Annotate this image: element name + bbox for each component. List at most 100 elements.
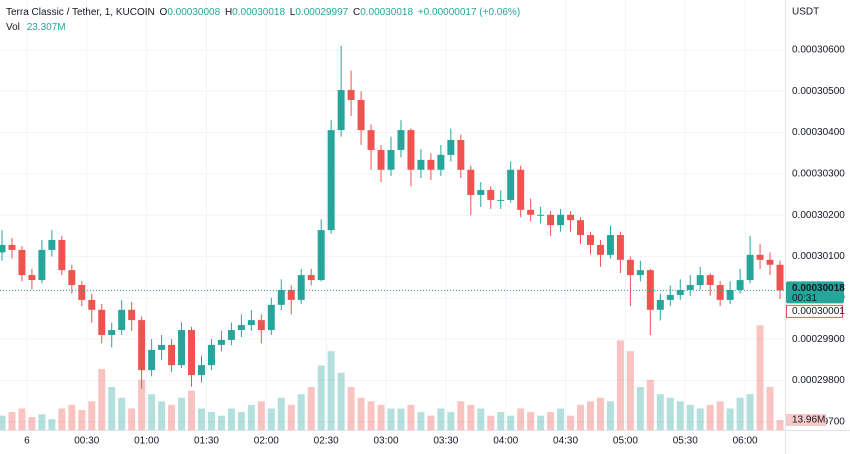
candle-body: [746, 254, 754, 281]
volume-bar: [616, 340, 624, 430]
x-tick-label: 01:30: [194, 436, 219, 447]
x-tick-label: 05:30: [673, 436, 698, 447]
volume-bar: [367, 401, 375, 430]
volume-bar: [567, 415, 575, 430]
volume-bar: [317, 365, 325, 430]
candle-body: [108, 330, 116, 335]
volume-bar: [706, 404, 714, 430]
l-value: 0.00029997: [295, 7, 348, 18]
y-tick-label: 0.00030500: [792, 86, 845, 97]
volume-tag-label: 13.96M: [792, 415, 825, 426]
x-tick-label: 6: [24, 436, 30, 447]
candle-layer: [0, 45, 784, 389]
candle-body: [387, 149, 395, 170]
x-tick-label: 06:00: [733, 436, 758, 447]
volume-bar: [387, 408, 395, 430]
volume-bar: [377, 404, 385, 430]
candle-body: [557, 214, 565, 226]
candle-body: [507, 169, 515, 200]
volume-bar: [188, 390, 196, 430]
volume-bar: [168, 404, 176, 430]
o-value: 0.00030008: [167, 7, 220, 18]
volume-bar: [78, 409, 86, 430]
volume-bar: [636, 387, 644, 430]
volume-bar: [277, 397, 285, 430]
candle-body: [537, 214, 545, 216]
x-tick-label: 03:00: [374, 436, 399, 447]
candle-body: [38, 249, 46, 281]
candle-body: [148, 349, 156, 371]
volume-bar: [646, 379, 654, 430]
volume-bar: [557, 408, 565, 430]
x-tick-label: 01:00: [134, 436, 159, 447]
volume-bar: [696, 408, 704, 430]
candle-body: [267, 304, 275, 331]
x-tick-label: 04:30: [553, 436, 578, 447]
volume-bar: [467, 404, 475, 430]
candle-body: [417, 159, 425, 170]
candle-body: [776, 264, 784, 291]
candle-body: [567, 214, 575, 221]
x-tick-label: 03:30: [433, 436, 458, 447]
volume-bar: [577, 404, 585, 430]
x-tick-label: 05:00: [613, 436, 638, 447]
volume-layer: [0, 325, 784, 430]
candle-body: [527, 209, 535, 215]
candle-body: [257, 320, 265, 331]
c-label: C: [353, 7, 360, 18]
candle-body: [128, 309, 136, 321]
candle-body: [98, 309, 106, 335]
volume-bar: [437, 408, 445, 430]
volume-bar: [297, 394, 305, 430]
volume-bar: [736, 397, 744, 430]
candle-body: [626, 259, 634, 276]
volume-bar: [158, 401, 166, 430]
volume-bar: [507, 415, 515, 430]
candle-body: [646, 270, 654, 310]
candle-body: [48, 239, 56, 250]
volume-bar: [307, 387, 315, 430]
candle-body: [88, 299, 96, 310]
vol-value: 23.307M: [27, 22, 66, 33]
volume-bar: [247, 404, 255, 430]
volume-bar: [88, 401, 96, 430]
volume-bar: [447, 412, 455, 430]
change: +0.00000017 (+0.06%): [418, 7, 520, 18]
last-price-label: 0.00030018: [792, 283, 845, 294]
candle-body: [317, 230, 325, 281]
y-tick-label: 0.00030600: [792, 45, 845, 56]
volume-bar: [267, 408, 275, 430]
candle-body: [577, 220, 585, 236]
volume-bar: [606, 401, 614, 430]
candle-body: [367, 130, 375, 150]
x-tick-label: 04:00: [493, 436, 518, 447]
volume-bar: [98, 369, 106, 430]
volume-bar: [477, 408, 485, 430]
volume-bar: [427, 415, 435, 430]
volume-tag: [786, 413, 826, 426]
volume-bar: [626, 351, 634, 430]
candle-body: [297, 275, 305, 300]
candle-body: [716, 285, 724, 300]
volume-bar: [227, 408, 235, 430]
volume-bar: [357, 397, 365, 430]
candle-body: [68, 270, 76, 286]
volume-bar: [68, 404, 76, 430]
volume-bar: [457, 401, 465, 430]
candle-body: [676, 289, 684, 295]
candle-body: [357, 99, 365, 131]
volume-bar: [327, 351, 335, 430]
volume-bar: [8, 412, 16, 430]
volume-bar: [337, 372, 345, 430]
candle-body: [217, 339, 225, 345]
x-tick-label: 02:30: [314, 436, 339, 447]
countdown: 00:31: [792, 293, 817, 304]
volume-bar: [38, 414, 46, 430]
candle-body: [497, 199, 505, 201]
candle-body: [447, 140, 455, 155]
y-tick-label: 0.00030300: [792, 169, 845, 180]
volume-bar: [407, 404, 415, 430]
candle-body: [457, 140, 465, 170]
candle-body: [636, 270, 644, 276]
volume-bar: [776, 419, 784, 430]
